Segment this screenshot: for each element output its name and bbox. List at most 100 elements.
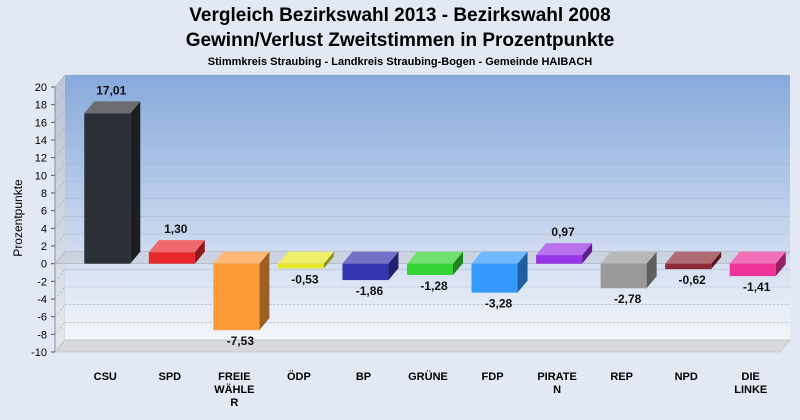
x-tick-label-csu: CSU	[94, 371, 117, 383]
grid-line	[54, 127, 790, 141]
bar-side-spd	[194, 240, 205, 264]
x-tick-label-line: REP	[610, 371, 633, 383]
y-tick-label: 2	[41, 241, 47, 253]
y-tick-label: -2	[37, 276, 47, 288]
data-label-dielinke: -1,41	[743, 280, 771, 294]
plot-area: -10 -8 -6 -4 -2 0 2 4 6 8 10 12 14 16 18 20 17,01 CSU 1,30…	[31, 73, 791, 409]
data-label-spd: 1,30	[164, 222, 188, 236]
bar-freiewhler	[213, 263, 260, 331]
bar-top-spd	[148, 240, 205, 253]
bar-top-csu	[84, 101, 141, 114]
y-tick-label: 12	[35, 153, 47, 165]
bar-fdp	[471, 263, 518, 293]
data-label-npd: -0,62	[679, 273, 707, 287]
y-tick-label: 16	[35, 117, 47, 129]
x-tick-label-line: WÄHLE	[214, 383, 254, 396]
grid-line	[54, 269, 790, 282]
y-tick-label: 4	[41, 223, 47, 235]
bar-side-npd	[711, 251, 722, 270]
bar-side-grne	[453, 251, 463, 275]
data-label-fdp: -3,28	[485, 297, 513, 311]
bar-top-dielinke	[729, 251, 786, 264]
data-label-piraten: 0,97	[551, 225, 575, 239]
y-tick-label: 8	[41, 188, 47, 200]
bar-side-fdp	[517, 251, 528, 293]
chart-title: Vergleich Bezirkswahl 2013 - Bezirkswahl…	[189, 5, 610, 26]
bar-grne	[407, 263, 453, 275]
grid-line	[54, 180, 790, 194]
bar-top-freiewhler	[213, 251, 270, 264]
x-tick-label-piraten: PIRATE N	[537, 371, 577, 396]
y-tick-label: 14	[35, 135, 47, 147]
side-wall	[54, 73, 66, 354]
x-tick-label-line: LINKE	[734, 384, 767, 396]
y-tick-label: -4	[37, 294, 47, 306]
data-label-freiewhler: -7,53	[227, 334, 255, 348]
y-tick-label: -8	[37, 329, 47, 341]
x-tick-label-line: FREIE	[218, 371, 250, 383]
bar-top-grne	[407, 251, 463, 264]
x-tick-label-fdp: FDP	[482, 371, 504, 383]
data-label-csu: 17,01	[96, 83, 126, 97]
back-wall	[65, 75, 790, 340]
x-tick-label-freiewhler: FREIE WÄHLE R	[214, 371, 254, 409]
grid-line	[54, 110, 790, 123]
bar-top-fdp	[471, 251, 528, 264]
data-label-dp: -0,53	[291, 272, 319, 286]
bar-top-piraten	[536, 243, 593, 256]
bar-spd	[148, 252, 195, 264]
bar-side-piraten	[582, 243, 593, 264]
grid-line	[54, 233, 790, 247]
y-tick-label: 10	[35, 170, 47, 182]
bar-csu	[84, 113, 131, 264]
x-tick-label-grne: GRÜNE	[408, 370, 448, 383]
x-tick-label-line: R	[230, 397, 238, 409]
x-tick-label-line: CSU	[94, 371, 117, 383]
bar-side-rep	[646, 251, 657, 289]
bar-side-dp	[323, 251, 334, 269]
data-label-grne: -1,28	[420, 279, 448, 293]
grid-line	[54, 92, 790, 105]
y-tick-label: -6	[37, 312, 47, 324]
x-tick-label-line: ÖDP	[287, 370, 311, 383]
grid-line	[54, 216, 790, 229]
y-axis-label: Prozentpunkte	[11, 179, 25, 257]
bar-side-bp	[388, 251, 399, 281]
y-tick-label: -10	[31, 347, 47, 359]
x-tick-label-dp: ÖDP	[287, 370, 311, 383]
x-tick-label-line: SPD	[159, 371, 182, 383]
bar-top-bp	[342, 251, 399, 264]
grid-line	[54, 339, 790, 353]
x-tick-label-line: PIRATE	[537, 371, 577, 383]
grid-line	[54, 198, 790, 211]
bar-npd	[665, 263, 712, 270]
bar-top-rep	[600, 251, 657, 264]
chart-subtitle: Gewinn/Verlust Zweitstimmen in Prozentpu…	[186, 30, 615, 51]
x-tick-label-line: BP	[356, 371, 371, 383]
x-tick-label-dielinke: DIE LINKE	[734, 371, 767, 396]
grid-line	[54, 322, 790, 335]
y-tick-label: 18	[35, 100, 47, 112]
data-label-rep: -2,78	[614, 292, 642, 306]
x-tick-label-line: FDP	[482, 371, 504, 383]
bar-top-npd	[665, 251, 722, 264]
bar-bp	[342, 263, 389, 281]
bar-dielinke	[729, 263, 776, 277]
y-tick-label: 20	[35, 82, 47, 94]
x-tick-label-line: DIE	[742, 371, 760, 383]
y-tick-label: 0	[41, 259, 47, 271]
chart-subtitle-2: Stimmkreis Straubing - Landkreis Straubi…	[208, 56, 592, 68]
bar-side-freiewhler	[259, 251, 270, 331]
floor	[54, 339, 791, 353]
x-tick-label-rep: REP	[610, 371, 633, 383]
grid-line	[54, 74, 790, 88]
grid-line	[54, 163, 790, 176]
x-tick-label-line: NPD	[675, 371, 698, 383]
x-tick-label-spd: SPD	[159, 371, 182, 383]
bar-piraten	[536, 255, 583, 264]
bar-side-csu	[130, 101, 141, 264]
bar-rep	[600, 263, 647, 289]
bar-side-dielinke	[775, 251, 786, 277]
y-tick-label: 6	[41, 206, 47, 218]
